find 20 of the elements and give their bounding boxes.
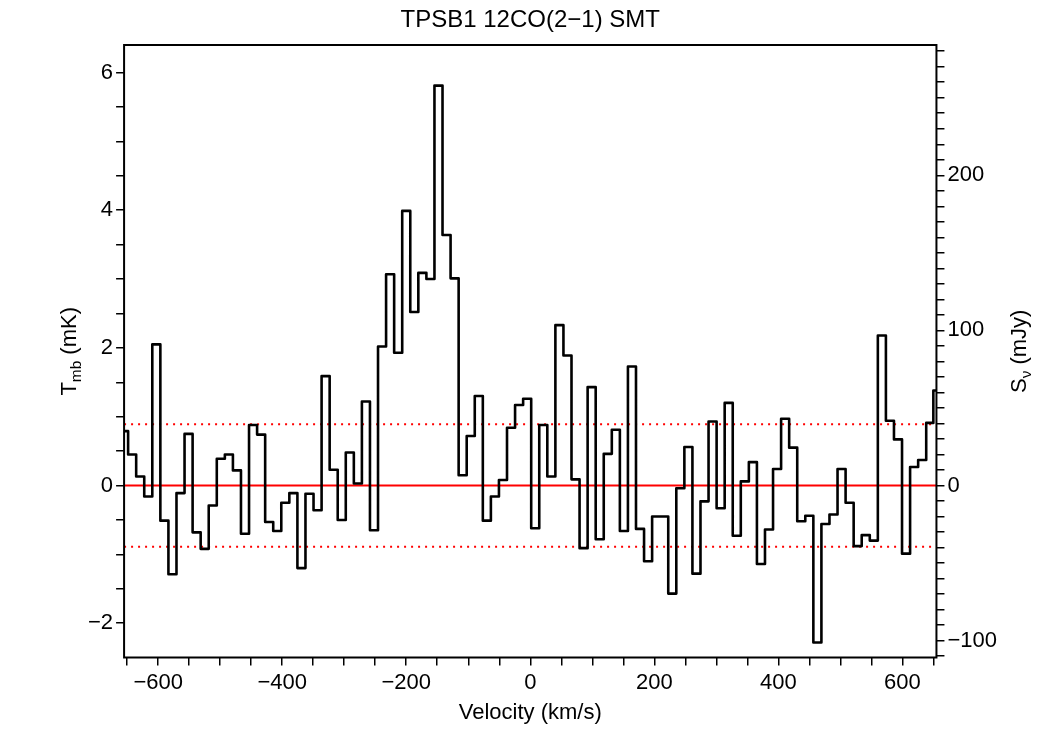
y2-tick-label: 100: [947, 316, 985, 342]
x-tick-label: 200: [635, 668, 673, 694]
y-axis-title: Tmb (mK): [56, 307, 84, 396]
x-axis-title: Velocity (km/s): [458, 699, 602, 725]
y2-tick-label: −100: [947, 626, 998, 652]
x-tick-label: 600: [883, 668, 921, 694]
x-tick-label: 0: [524, 668, 537, 694]
x-tick-label: 400: [759, 668, 797, 694]
y-tick-label: 0: [100, 471, 114, 497]
chart-title: TPSB1 12CO(2−1) SMT: [400, 4, 661, 32]
y2-tick-label: 200: [947, 161, 985, 187]
x-tick-label: −400: [257, 668, 307, 694]
y-tick-label: −2: [87, 609, 114, 635]
y2-axis-title: Sν (mJy): [1006, 309, 1034, 394]
y2-tick-label: 0: [947, 471, 960, 497]
x-tick-label: −600: [133, 668, 183, 694]
y-tick-label: 4: [100, 196, 114, 222]
y-tick-label: 6: [100, 58, 114, 84]
x-tick-label: −200: [381, 668, 432, 694]
y-tick-label: 2: [100, 333, 114, 359]
